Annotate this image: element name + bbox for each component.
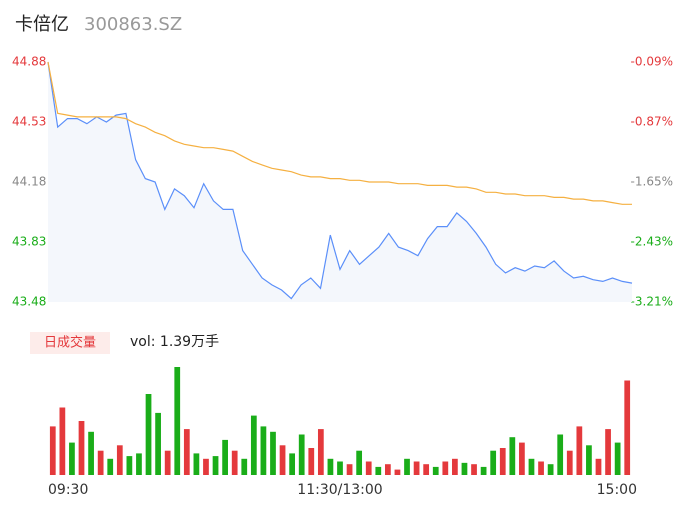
volume-bar bbox=[164, 450, 171, 475]
volume-bar bbox=[356, 450, 363, 475]
volume-bar bbox=[375, 466, 382, 475]
volume-bar bbox=[442, 461, 449, 475]
volume-bar bbox=[624, 380, 631, 475]
volume-bar bbox=[404, 458, 410, 475]
volume-bar bbox=[183, 429, 190, 475]
y-tick-label: 43.83 bbox=[12, 235, 46, 249]
volume-bar bbox=[346, 464, 353, 475]
volume-bar bbox=[136, 453, 142, 475]
volume-bar bbox=[490, 450, 497, 475]
volume-bar bbox=[88, 431, 94, 475]
volume-bar bbox=[452, 458, 458, 475]
volume-bar bbox=[203, 458, 209, 475]
volume-bar bbox=[557, 434, 564, 475]
volume-bar bbox=[59, 407, 66, 475]
price-area bbox=[48, 62, 632, 302]
volume-bar bbox=[337, 461, 343, 475]
volume-bar bbox=[212, 456, 219, 475]
volume-bar bbox=[413, 461, 420, 475]
price-line bbox=[47, 61, 633, 300]
volume-bar bbox=[394, 469, 401, 475]
volume-bar bbox=[528, 458, 535, 475]
volume-label-box bbox=[30, 332, 110, 354]
y-tick-label: 43.48 bbox=[12, 295, 46, 309]
volume-bar bbox=[193, 453, 200, 475]
volume-bar bbox=[327, 458, 334, 475]
volume-bar bbox=[155, 412, 161, 475]
volume-bar bbox=[270, 431, 276, 475]
volume-bar bbox=[480, 466, 487, 475]
volume-bar bbox=[432, 466, 439, 475]
volume-bar bbox=[509, 437, 516, 475]
volume-bar bbox=[365, 461, 372, 475]
volume-bar bbox=[116, 445, 123, 475]
volume-bar bbox=[595, 458, 602, 475]
volume-bar bbox=[423, 464, 430, 475]
stock-code: 300863.SZ bbox=[84, 14, 182, 35]
volume-bar bbox=[107, 458, 114, 475]
volume-label: 日成交量 bbox=[44, 335, 96, 351]
y-tick-label: 44.88 bbox=[12, 55, 46, 69]
volume-bar bbox=[97, 450, 104, 475]
x-tick-label: 15:00 bbox=[597, 482, 637, 498]
volume-bar bbox=[49, 426, 56, 475]
x-tick-label: 11:30/13:00 bbox=[297, 482, 382, 498]
volume-bar bbox=[471, 464, 477, 475]
volume-bar bbox=[317, 429, 324, 475]
x-tick-label: 09:30 bbox=[48, 482, 88, 498]
volume-bar bbox=[499, 448, 506, 475]
volume-bar bbox=[78, 421, 85, 475]
y-tick-label: 44.18 bbox=[12, 175, 46, 189]
volume-bar bbox=[586, 445, 592, 475]
average-line bbox=[47, 61, 632, 205]
volume-bar bbox=[174, 367, 181, 475]
volume-bar bbox=[279, 445, 286, 475]
y2-tick-label: -2.43% bbox=[631, 235, 673, 249]
volume-bar bbox=[614, 442, 621, 475]
volume-bar bbox=[69, 442, 75, 475]
volume-bar bbox=[538, 461, 544, 475]
volume-bar bbox=[231, 450, 238, 475]
volume-bar bbox=[576, 426, 583, 475]
y2-tick-label: -3.21% bbox=[631, 295, 673, 309]
volume-bar bbox=[222, 439, 228, 475]
volume-bar bbox=[298, 434, 305, 475]
volume-summary: vol: 1.39万手 bbox=[130, 334, 219, 350]
y2-tick-label: -0.87% bbox=[631, 115, 673, 129]
volume-bar bbox=[289, 453, 296, 475]
volume-bar bbox=[308, 448, 315, 475]
volume-bar bbox=[126, 456, 133, 475]
volume-bar bbox=[461, 462, 468, 475]
volume-bar bbox=[519, 442, 525, 475]
volume-bar bbox=[260, 426, 267, 475]
volume-bar bbox=[250, 415, 257, 475]
stock-name: 卡倍亿 bbox=[15, 14, 69, 35]
volume-bar bbox=[566, 450, 573, 475]
volume-bar bbox=[605, 429, 611, 475]
y2-tick-label: -0.09% bbox=[631, 55, 673, 69]
volume-bar bbox=[241, 458, 248, 475]
y-tick-label: 44.53 bbox=[12, 115, 46, 129]
volume-bar bbox=[547, 464, 554, 475]
volume-bar bbox=[384, 464, 391, 475]
y2-tick-label: -1.65% bbox=[631, 175, 673, 189]
volume-bar bbox=[145, 394, 152, 475]
